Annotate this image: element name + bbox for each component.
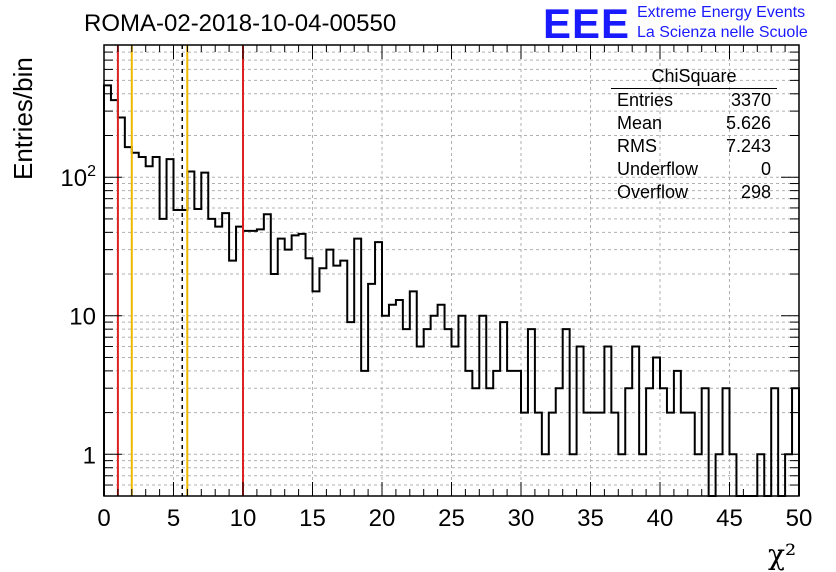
- x-tick-label: 20: [369, 505, 396, 532]
- stats-label: Entries: [617, 90, 674, 110]
- x-tick-label: 30: [508, 505, 535, 532]
- stats-row-mean: Mean 5.626: [611, 112, 777, 135]
- grid-lines: [103, 44, 800, 497]
- x-tick-label: 25: [438, 505, 465, 532]
- x-tick-label: 35: [577, 505, 604, 532]
- y-axis-label: Entries/bin: [8, 57, 38, 180]
- stats-value: 3370: [730, 90, 771, 110]
- x-tick-label: 15: [299, 505, 326, 532]
- stats-row-underflow: Underflow 0: [611, 158, 777, 181]
- x-tick-label: 5: [167, 505, 180, 532]
- stats-label: RMS: [617, 136, 657, 156]
- x-tick-label: 0: [97, 505, 110, 532]
- stats-value: 7.243: [725, 136, 771, 156]
- chart-title: ROMA-02-2018-10-04-00550: [84, 10, 397, 37]
- x-tick-labels: 0 5 10 15 20 25 30 35 40 45 50: [97, 505, 812, 532]
- reference-lines: [116, 45, 244, 496]
- logo-subtitle-2: La Scienza nelle Scuole: [637, 24, 808, 41]
- x-tick-label: 40: [647, 505, 674, 532]
- x-axis-label: χ²: [768, 538, 797, 571]
- stats-box-title: ChiSquare: [611, 66, 777, 89]
- stats-value: 5.626: [725, 113, 771, 133]
- eee-logo: EEE: [543, 0, 631, 47]
- stats-value: 0: [760, 159, 771, 179]
- x-tick-label: 10: [230, 505, 257, 532]
- y-tick-label: 1: [83, 442, 96, 469]
- histogram-bars: [103, 84, 800, 497]
- stats-label: Overflow: [617, 182, 689, 202]
- x-tick-label: 50: [786, 505, 813, 532]
- histogram-outline: [103, 84, 800, 497]
- logo-subtitle-1: Extreme Energy Events: [637, 4, 806, 21]
- stats-label: Mean: [617, 113, 663, 133]
- stats-value: 298: [740, 182, 771, 202]
- axis-ticks: [103, 44, 800, 497]
- stats-label: Underflow: [617, 159, 699, 179]
- y-tick-label: 10: [69, 304, 96, 331]
- x-tick-label: 45: [716, 505, 743, 532]
- y-tick-labels: 1 10 102: [60, 163, 96, 469]
- stats-row-overflow: Overflow 298: [611, 181, 777, 204]
- y-tick-label: 102: [60, 163, 96, 192]
- stats-row-rms: RMS 7.243: [611, 135, 777, 158]
- stats-box: ChiSquare Entries 3370 Mean 5.626 RMS 7.243…: [611, 66, 777, 204]
- stats-row-entries: Entries 3370: [611, 89, 777, 112]
